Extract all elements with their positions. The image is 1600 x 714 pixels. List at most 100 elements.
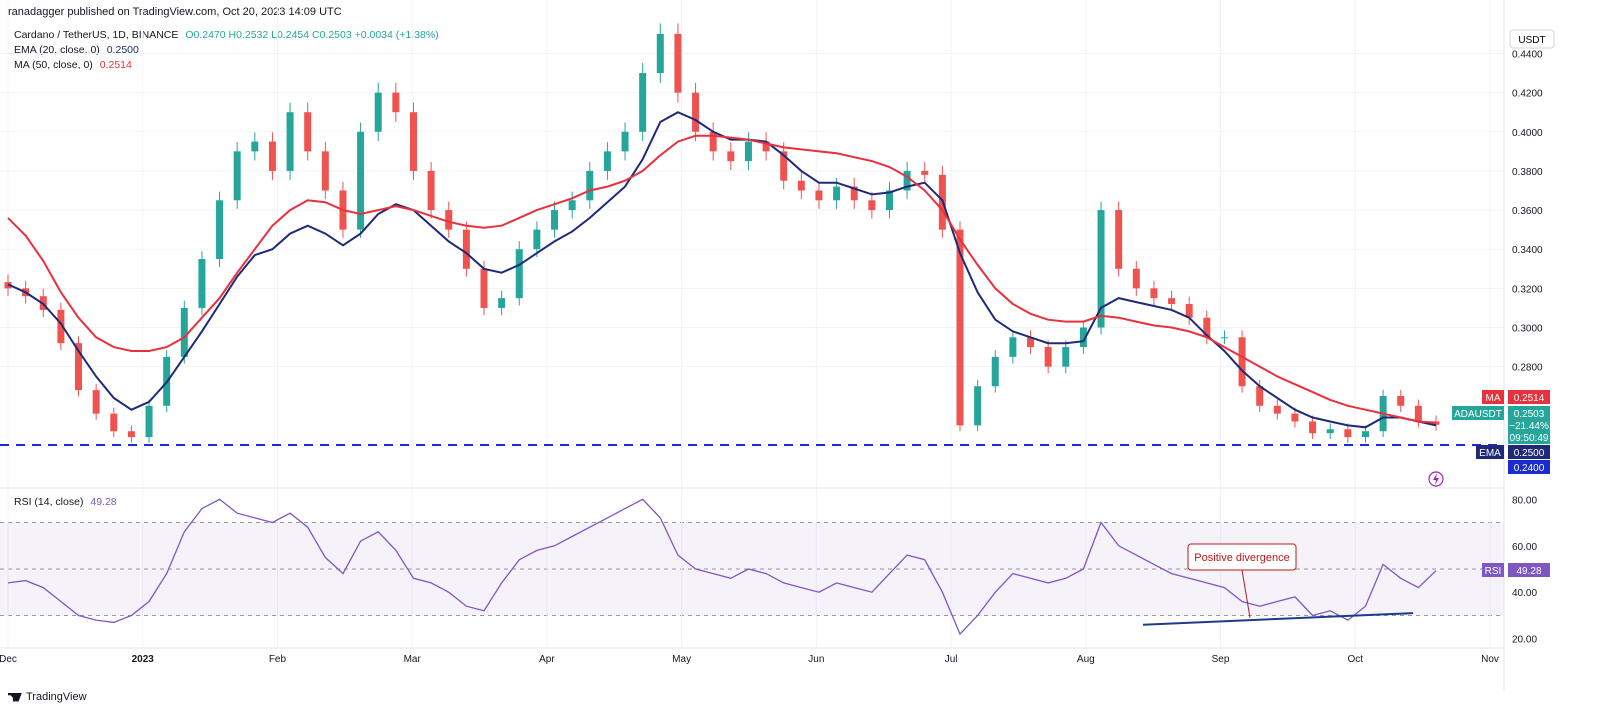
candle-body [445, 210, 453, 230]
ma-line [7, 134, 1437, 424]
time-tick-label: Jul [945, 654, 958, 665]
candle-body [304, 112, 312, 152]
price-tick-label: 0.3800 [1512, 167, 1543, 178]
ema-line [7, 111, 1437, 429]
candle-body [127, 431, 135, 438]
candle-body [498, 298, 506, 308]
candle-body [57, 309, 65, 344]
candle-body [850, 186, 858, 201]
candle-body [392, 92, 400, 113]
candle-body [427, 170, 435, 211]
candle-body [1256, 386, 1264, 406]
rsi-axis: 20.00 40.00 60.00 80.00 [1512, 495, 1537, 645]
ema-badge: EMA 0.2500 [1476, 445, 1550, 459]
candle-body [568, 200, 576, 211]
divergence-annotation: Positive divergence [1187, 543, 1297, 618]
divergence-arrow [1241, 569, 1251, 618]
time-tick-label: May [672, 654, 691, 665]
candle-body [1220, 337, 1228, 339]
candle-body [268, 141, 276, 171]
candle-body [885, 190, 893, 211]
candle-body [709, 131, 717, 152]
rsi-legend-label[interactable]: RSI (14, close) [14, 496, 84, 508]
candle-body [1203, 317, 1211, 338]
ma-legend: MA (50, close, 0) 0.2514 [14, 59, 132, 71]
candle-body [956, 229, 964, 426]
price-tick-label: 0.3000 [1512, 324, 1543, 335]
candle-body [656, 33, 664, 74]
price-badge-countdown: 09:50:49 [1510, 433, 1549, 444]
candle-body [1150, 288, 1158, 299]
candle-body [974, 386, 982, 426]
candle-body [233, 151, 241, 201]
ema-badge-label: EMA [1479, 448, 1501, 459]
ma-badge: MA 0.2514 [1482, 390, 1550, 404]
candle-body [1009, 337, 1017, 357]
candle-body [692, 92, 700, 132]
divergence-label: Positive divergence [1194, 552, 1289, 564]
rsi-tick-label: 80.00 [1512, 495, 1537, 506]
candles [4, 23, 1440, 443]
symbol-name[interactable]: Cardano / TetherUS, 1D, BINANCE [14, 29, 179, 41]
candle-body [75, 343, 83, 391]
candle-body [762, 141, 770, 152]
candle-body [1027, 337, 1035, 348]
publisher-header: ranadagger published on TradingView.com,… [8, 6, 342, 18]
candle-body [1097, 210, 1105, 328]
currency-badge[interactable]: USDT [1509, 29, 1555, 49]
candle-body [868, 200, 876, 211]
candle-body [1132, 268, 1140, 289]
candle-body [991, 356, 999, 387]
price-tick-label: 0.4000 [1512, 128, 1543, 139]
candle-body [621, 131, 629, 152]
candle-body [1079, 327, 1087, 348]
time-tick-label: Dec [0, 654, 17, 665]
rsi-tick-label: 40.00 [1512, 588, 1537, 599]
tradingview-logo-icon [8, 692, 22, 702]
candle-body [551, 210, 559, 230]
time-tick-label: Oct [1347, 654, 1363, 665]
candle-body [639, 73, 647, 132]
lightning-icon[interactable] [1428, 471, 1444, 487]
candle-body [797, 180, 805, 191]
candle-body [603, 151, 611, 171]
price-tick-label: 0.3400 [1512, 245, 1543, 256]
footer-brand[interactable]: TradingView [26, 691, 87, 703]
divergence-trendline [1142, 612, 1414, 626]
price-badge: ADAUSDT 0.2503 −21.44% 09:50:49 [1452, 406, 1550, 444]
candle-body [462, 229, 470, 269]
time-tick-label: Nov [1481, 654, 1499, 665]
candle-body [921, 170, 929, 175]
ma-badge-label: MA [1486, 393, 1501, 404]
price-badge-value: 0.2503 [1514, 409, 1545, 420]
grid-lines [0, 0, 1504, 648]
candle-body [1273, 405, 1281, 414]
time-tick-label: Aug [1077, 654, 1095, 665]
ohlc-values: O0.2470 H0.2532 L0.2454 C0.2503 +0.0034 … [185, 29, 439, 41]
time-tick-label: Sep [1212, 654, 1230, 665]
time-tick-label: Apr [539, 654, 555, 665]
candle-body [1291, 413, 1299, 422]
price-tick-label: 0.4200 [1512, 89, 1543, 100]
time-tick-label: Jun [808, 654, 824, 665]
support-badge: 0.2400 [1508, 460, 1550, 474]
candle-body [180, 307, 188, 357]
ma-legend-label[interactable]: MA (50, close, 0) [14, 59, 93, 71]
price-tick-label: 0.3600 [1512, 206, 1543, 217]
currency-label: USDT [1518, 35, 1545, 46]
candle-body [727, 151, 735, 162]
price-tick-label: 0.2800 [1512, 363, 1543, 374]
symbol-legend: Cardano / TetherUS, 1D, BINANCE O0.2470 … [14, 29, 439, 41]
candle-body [251, 141, 259, 152]
ma-legend-value: 0.2514 [99, 59, 132, 71]
candle-body [409, 112, 417, 171]
time-axis: Dec 2023 Feb Mar Apr May Jun Jul Aug Sep Oct Nov [0, 654, 1499, 665]
candle-body [533, 229, 541, 250]
candle-body [1361, 431, 1369, 438]
candle-body [216, 200, 224, 259]
price-tick-label: 0.3200 [1512, 284, 1543, 295]
candle-body [92, 390, 100, 414]
time-tick-label: 2023 [132, 654, 155, 665]
candle-body [1326, 429, 1334, 434]
